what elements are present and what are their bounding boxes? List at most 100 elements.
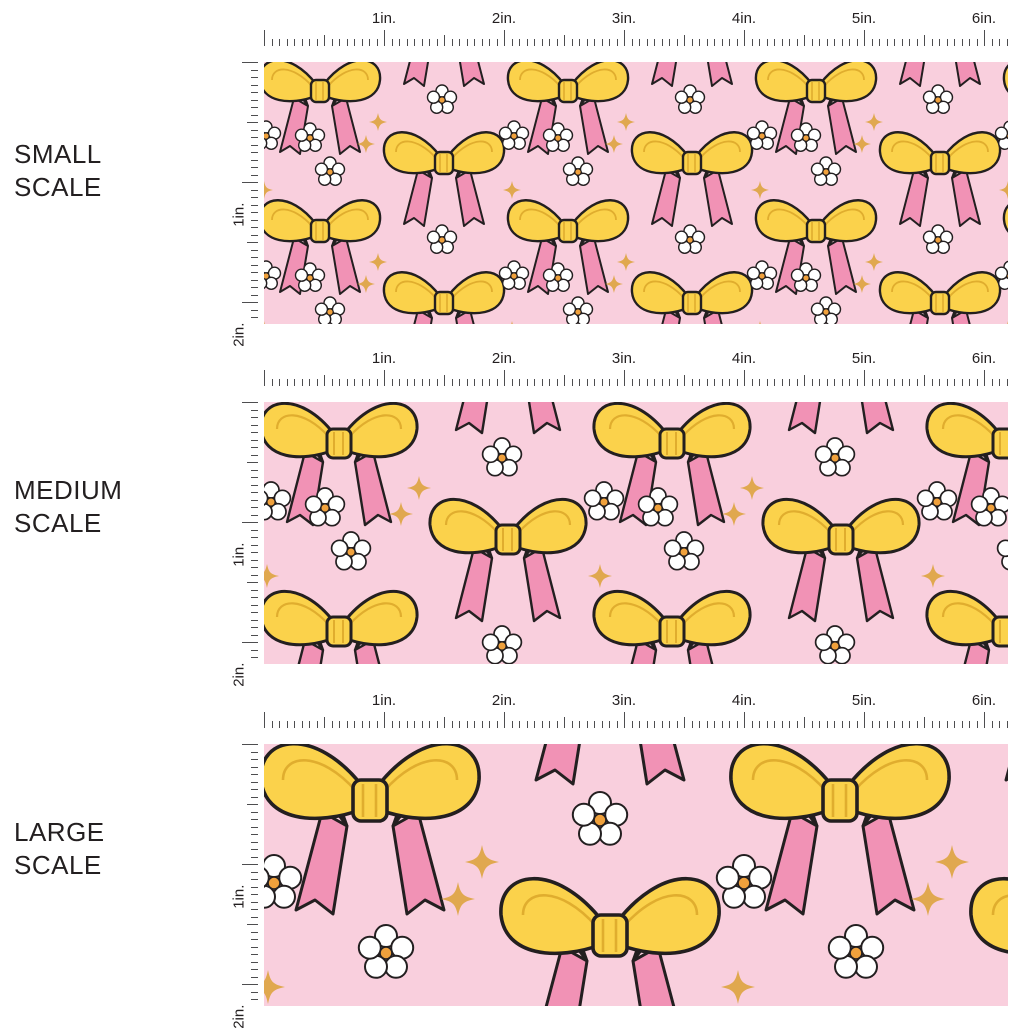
- ruler-tick: [849, 39, 850, 46]
- ruler-tick: [616, 39, 618, 46]
- ruler-tick: [534, 379, 535, 386]
- ruler-tick: [376, 379, 378, 386]
- ruler-tick: [251, 77, 258, 78]
- ruler-tick: [251, 272, 258, 273]
- ruler-tick: [251, 204, 258, 206]
- ruler-tick: [819, 39, 820, 46]
- ruler-tick: [251, 507, 258, 508]
- ruler-tick: [316, 379, 318, 386]
- ruler-tick: [466, 721, 468, 728]
- ruler-vertical-medium: 1in. 2in.: [231, 402, 258, 687]
- ruler-tick: [691, 39, 693, 46]
- ruler-tick: [279, 379, 280, 386]
- ruler-label-vertical: 2in.: [230, 1004, 248, 1029]
- ruler-tick: [294, 721, 295, 728]
- ruler-tick: [541, 379, 543, 386]
- ruler-tick: [984, 30, 985, 46]
- ruler-tick: [251, 469, 258, 471]
- ruler-tick: [684, 375, 685, 386]
- ruler-tick: [661, 39, 663, 46]
- ruler-label-vertical: 1in.: [230, 202, 248, 227]
- ruler-label-horizontal: 4in.: [731, 692, 757, 709]
- ruler-tick: [331, 721, 333, 728]
- ruler-tick: [849, 379, 850, 386]
- ruler-tick: [504, 30, 505, 46]
- ruler-tick: [954, 721, 955, 728]
- ruler-tick: [864, 370, 865, 386]
- ruler-tick: [954, 379, 955, 386]
- ruler-tick: [251, 879, 258, 880]
- ruler-tick: [909, 379, 910, 386]
- ruler-tick: [309, 379, 310, 386]
- ruler-tick: [961, 721, 963, 728]
- ruler-tick: [251, 634, 258, 636]
- ruler-tick: [251, 279, 258, 281]
- ruler-tick: [251, 841, 258, 843]
- ruler-tick: [421, 39, 423, 46]
- ruler-tick: [264, 712, 265, 728]
- ruler-tick: [436, 39, 438, 46]
- ruler-tick: [251, 939, 258, 940]
- ruler-tick: [251, 976, 258, 978]
- ruler-tick: [519, 39, 520, 46]
- ruler-tick: [609, 379, 610, 386]
- ruler-tick: [684, 717, 685, 728]
- ruler-tick: [384, 712, 385, 728]
- ruler-tick: [736, 379, 738, 386]
- ruler-label-horizontal: 2in.: [491, 350, 517, 367]
- ruler-tick: [519, 721, 520, 728]
- ruler-tick: [916, 39, 918, 46]
- ruler-label-horizontal: 5in.: [851, 692, 877, 709]
- ruler-tick: [369, 721, 370, 728]
- ruler-tick: [286, 379, 288, 386]
- ruler-tick: [451, 39, 453, 46]
- ruler-tick: [931, 379, 933, 386]
- ruler-tick: [242, 302, 258, 303]
- ruler-label-horizontal: 2in.: [491, 10, 517, 27]
- ruler-horizontal-small: 1in. 2in. 3in. 4in. 5in. 6in.: [264, 10, 1008, 46]
- ruler-tick: [251, 931, 258, 933]
- ruler-tick: [369, 379, 370, 386]
- ruler-tick: [616, 721, 618, 728]
- ruler-tick: [886, 379, 888, 386]
- ruler-tick: [251, 916, 258, 918]
- ruler-tick: [414, 39, 415, 46]
- ruler-tick: [796, 721, 798, 728]
- ruler-tick: [684, 35, 685, 46]
- ruler-tick: [849, 721, 850, 728]
- ruler-tick: [766, 379, 768, 386]
- ruler-tick: [751, 379, 753, 386]
- ruler-tick: [759, 721, 760, 728]
- ruler-tick: [969, 39, 970, 46]
- ruler-tick: [301, 39, 303, 46]
- ruler-tick: [706, 39, 708, 46]
- medium-scale-label: MEDIUM SCALE: [14, 474, 122, 540]
- ruler-tick: [586, 379, 588, 386]
- ruler-tick: [654, 39, 655, 46]
- ruler-tick: [251, 114, 258, 116]
- ruler-tick: [251, 796, 258, 798]
- ruler-tick: [391, 721, 393, 728]
- ruler-tick: [729, 379, 730, 386]
- ruler-tick: [781, 379, 783, 386]
- ruler-tick: [429, 39, 430, 46]
- ruler-tick: [736, 721, 738, 728]
- ruler-tick: [242, 984, 258, 985]
- ruler-tick: [251, 409, 258, 411]
- ruler-tick: [511, 721, 513, 728]
- ruler-tick: [706, 721, 708, 728]
- ruler-tick: [856, 39, 858, 46]
- ruler-tick: [999, 39, 1000, 46]
- ruler-tick: [251, 991, 258, 993]
- ruler-tick: [699, 721, 700, 728]
- ruler-tick: [556, 379, 558, 386]
- ruler-tick: [999, 721, 1000, 728]
- ruler-tick: [961, 379, 963, 386]
- ruler-tick: [294, 379, 295, 386]
- ruler-tick: [251, 559, 258, 561]
- ruler-tick: [444, 375, 445, 386]
- ruler-tick: [729, 721, 730, 728]
- ruler-tick: [526, 379, 528, 386]
- ruler-tick: [376, 39, 378, 46]
- ruler-tick: [414, 379, 415, 386]
